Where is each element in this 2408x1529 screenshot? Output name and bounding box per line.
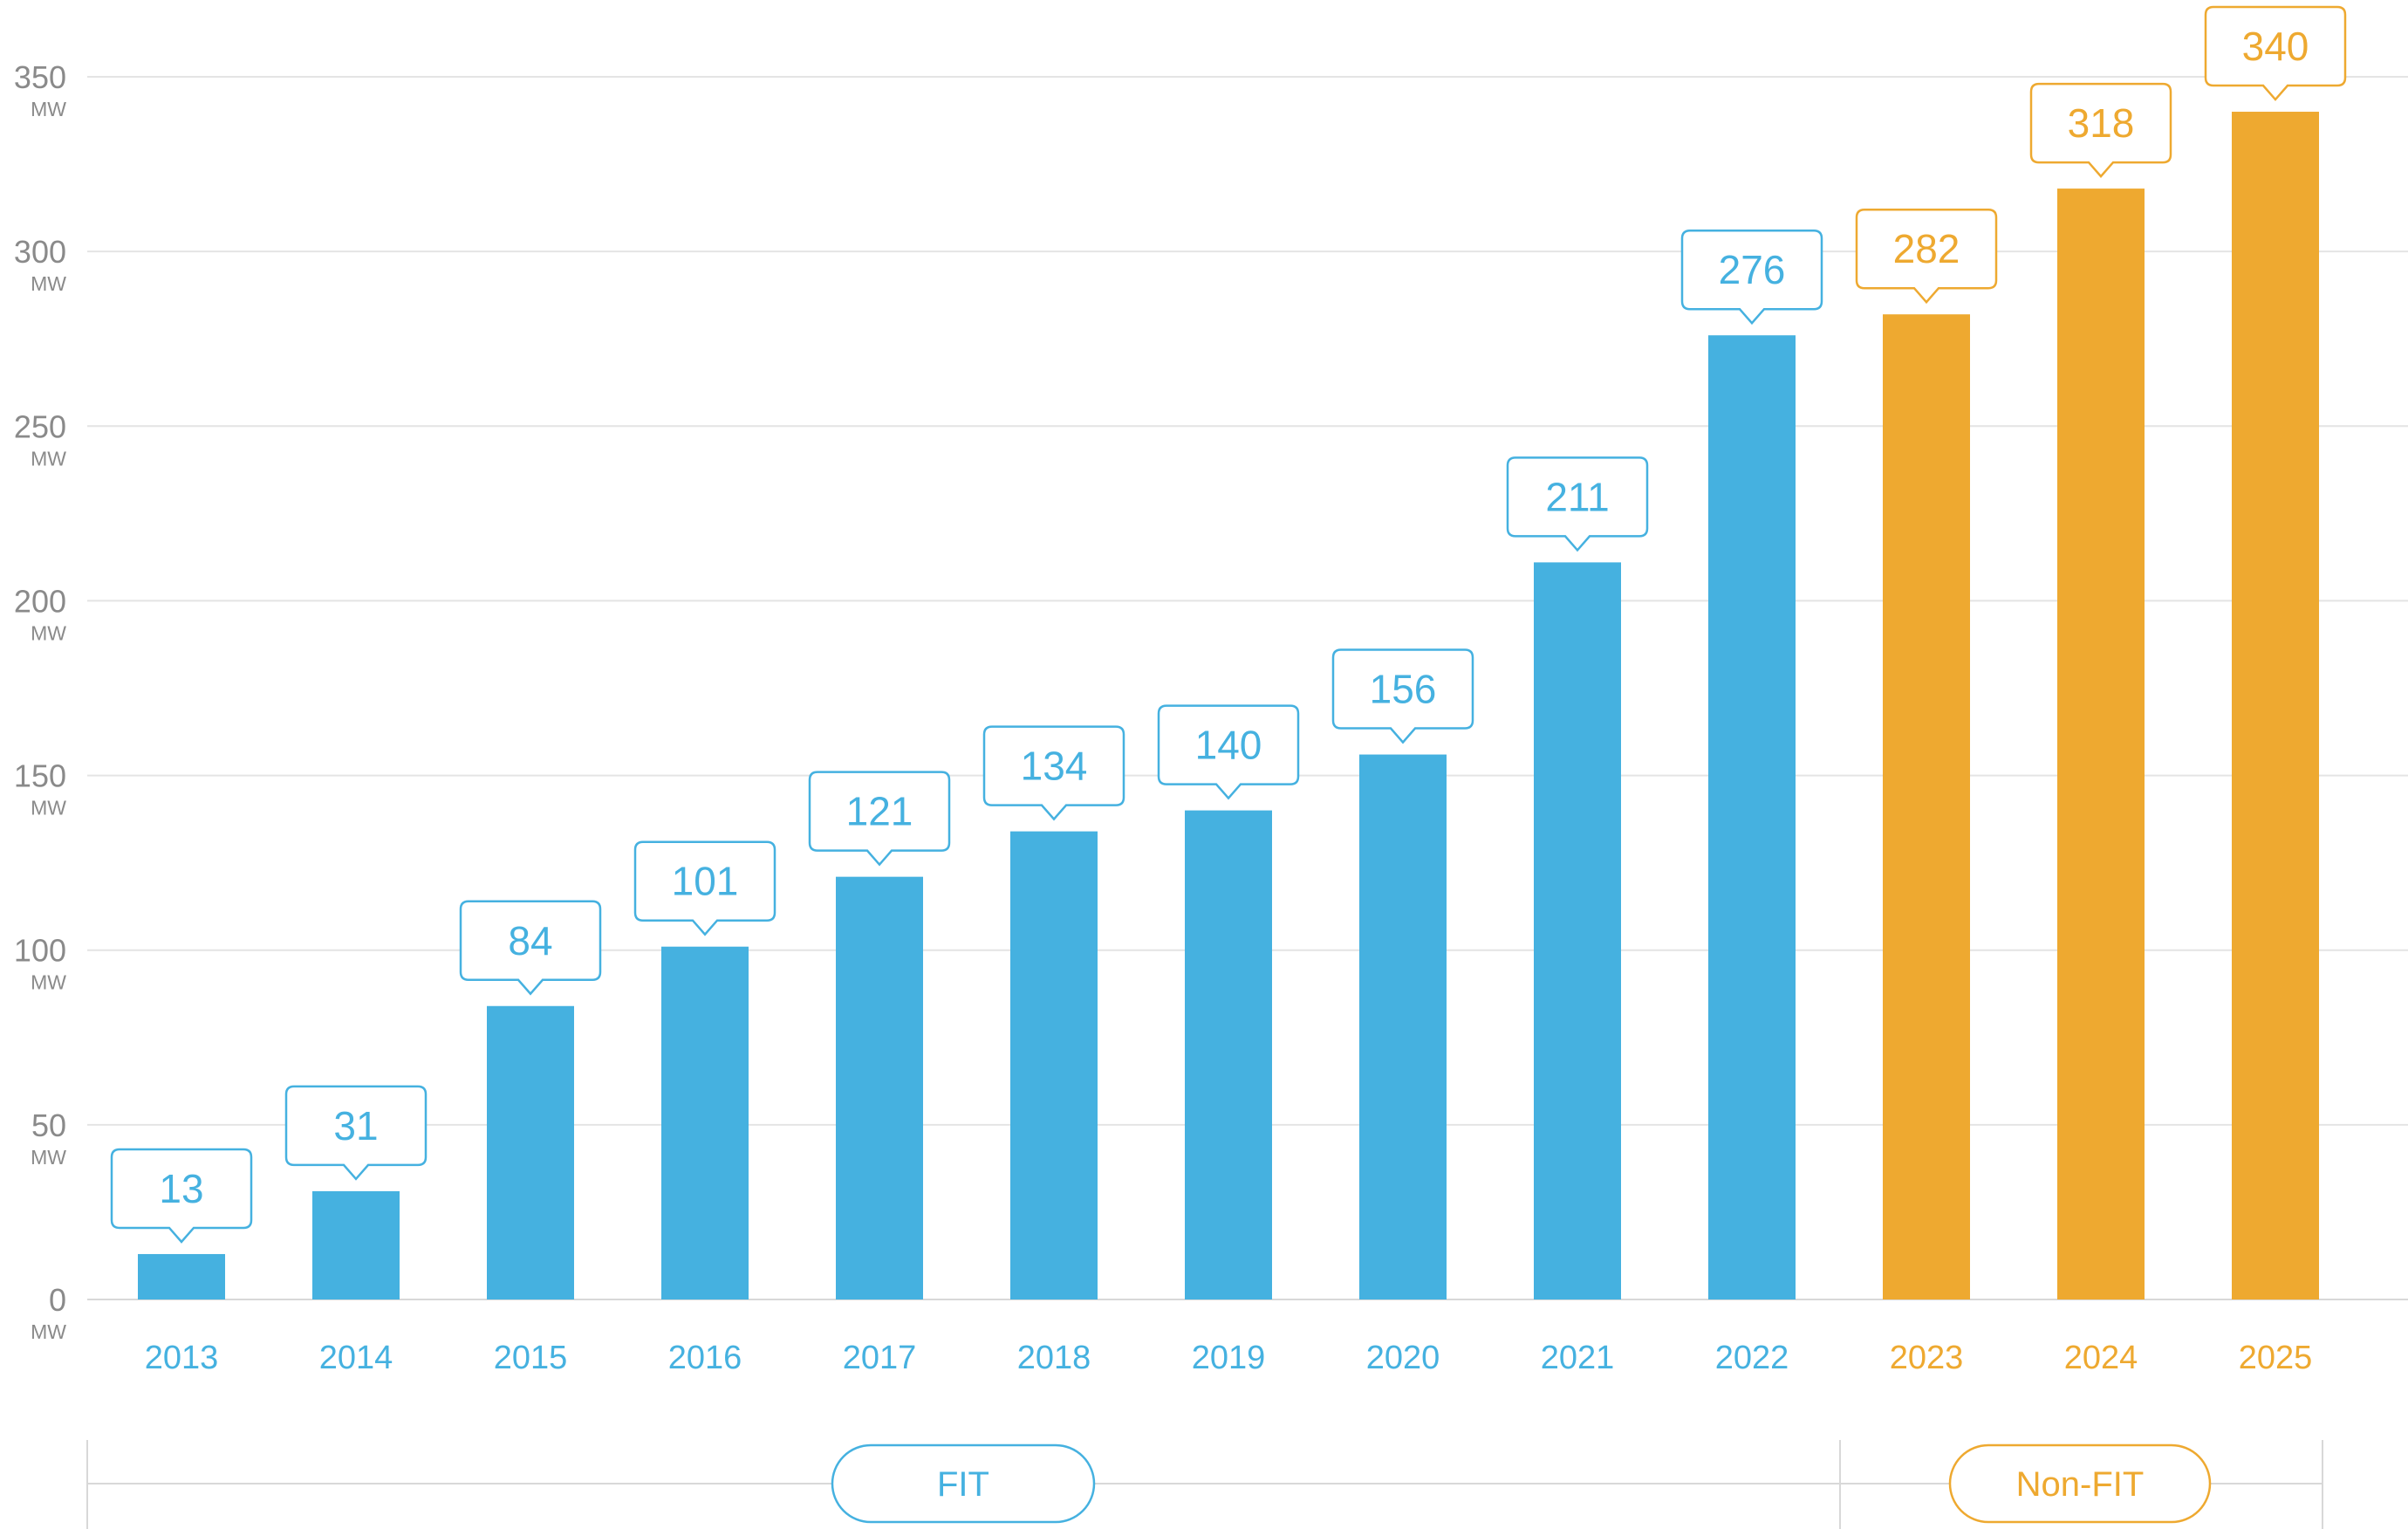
bar-2020 xyxy=(1359,754,1447,1299)
y-tick-label-50: 50 xyxy=(31,1107,66,1143)
data-label-2018: 134 xyxy=(1021,744,1088,789)
bar-2019 xyxy=(1185,810,1272,1299)
y-tick-label-250: 250 xyxy=(14,408,66,444)
callout-box-2022 xyxy=(1680,229,1823,326)
bar-2018 xyxy=(1010,831,1098,1299)
bar-2023 xyxy=(1883,314,1970,1299)
callout-box-2014 xyxy=(284,1085,428,1181)
callout-box-2015 xyxy=(459,900,602,996)
bar-2016 xyxy=(661,946,749,1299)
y-tick-unit-250: MW xyxy=(31,447,66,470)
segment-pill-fit xyxy=(831,1443,1096,1524)
callout-box-2023 xyxy=(1855,208,1998,305)
callout-box-2013 xyxy=(110,1148,253,1244)
bar-2014 xyxy=(312,1190,400,1299)
data-label-2024: 318 xyxy=(2068,100,2135,146)
y-tick-unit-50: MW xyxy=(31,1146,66,1169)
y-tick-label-100: 100 xyxy=(14,933,66,969)
y-tick-label-150: 150 xyxy=(14,758,66,794)
callout-box-2018 xyxy=(982,725,1125,821)
y-tick-label-200: 200 xyxy=(14,583,66,619)
x-tick-label-2024: 2024 xyxy=(2064,1340,2138,1376)
data-label-2017: 121 xyxy=(846,789,913,834)
data-labels: 13 31 84 101 121 134 140 156 211 276 282 318 340 xyxy=(110,5,2347,1244)
y-tick-unit-350: MW xyxy=(31,98,66,120)
bars xyxy=(138,112,2319,1299)
y-tick-unit-150: MW xyxy=(31,797,66,819)
y-tick-label-0: 0 xyxy=(49,1282,66,1318)
callout-box-2025 xyxy=(2204,5,2347,101)
data-label-2014: 31 xyxy=(333,1103,378,1148)
x-tick-label-2014: 2014 xyxy=(319,1340,393,1376)
y-tick-unit-300: MW xyxy=(31,272,66,295)
data-label-2020: 156 xyxy=(1370,667,1437,712)
callout-box-2020 xyxy=(1331,648,1474,744)
x-tick-label-2018: 2018 xyxy=(1017,1340,1091,1376)
data-label-2023: 282 xyxy=(1893,226,1960,271)
callout-box-2016 xyxy=(633,840,776,936)
x-tick-label-2016: 2016 xyxy=(668,1340,742,1376)
bar-2024 xyxy=(2057,189,2145,1299)
segment-pill-non-fit xyxy=(1948,1443,2212,1524)
x-tick-label-2019: 2019 xyxy=(1192,1340,1266,1376)
data-label-2021: 211 xyxy=(1545,474,1609,519)
period-brackets: FIT Non-FIT xyxy=(86,1440,2323,1529)
bar-2022 xyxy=(1708,335,1796,1299)
callout-box-2019 xyxy=(1157,704,1300,800)
segment-label-non-fit: Non-FIT xyxy=(2016,1465,2145,1504)
x-tick-label-2023: 2023 xyxy=(1890,1340,1964,1376)
segment-label-fit: FIT xyxy=(937,1465,989,1504)
x-tick-label-2025: 2025 xyxy=(2239,1340,2313,1376)
y-tick-label-350: 350 xyxy=(14,59,66,95)
data-label-2022: 276 xyxy=(1719,247,1786,292)
callout-box-2021 xyxy=(1506,456,1649,552)
data-label-2013: 13 xyxy=(159,1166,203,1211)
x-axis-ticks: 2013 2014 2015 2016 2017 2018 2019 2020 2021 2022… xyxy=(145,1340,2313,1376)
x-tick-label-2015: 2015 xyxy=(494,1340,568,1376)
callout-box-2024 xyxy=(2029,82,2172,178)
bar-2013 xyxy=(138,1253,225,1299)
x-tick-label-2020: 2020 xyxy=(1366,1340,1440,1376)
x-tick-label-2013: 2013 xyxy=(145,1340,219,1376)
data-label-2019: 140 xyxy=(1195,723,1262,768)
bar-2017 xyxy=(836,876,923,1299)
data-label-2015: 84 xyxy=(508,918,552,963)
data-label-2016: 101 xyxy=(672,859,739,904)
bar-2021 xyxy=(1534,562,1621,1299)
bar-2025 xyxy=(2232,112,2319,1299)
callout-box-2017 xyxy=(808,771,951,867)
data-label-2025: 340 xyxy=(2242,24,2309,69)
x-tick-label-2022: 2022 xyxy=(1715,1340,1789,1376)
y-tick-label-300: 300 xyxy=(14,234,66,270)
y-tick-unit-200: MW xyxy=(31,621,66,644)
bar-2015 xyxy=(487,1005,574,1299)
y-tick-unit-0: MW xyxy=(31,1320,66,1343)
x-tick-label-2017: 2017 xyxy=(843,1340,917,1376)
x-tick-label-2021: 2021 xyxy=(1541,1340,1615,1376)
y-tick-unit-100: MW xyxy=(31,971,66,994)
